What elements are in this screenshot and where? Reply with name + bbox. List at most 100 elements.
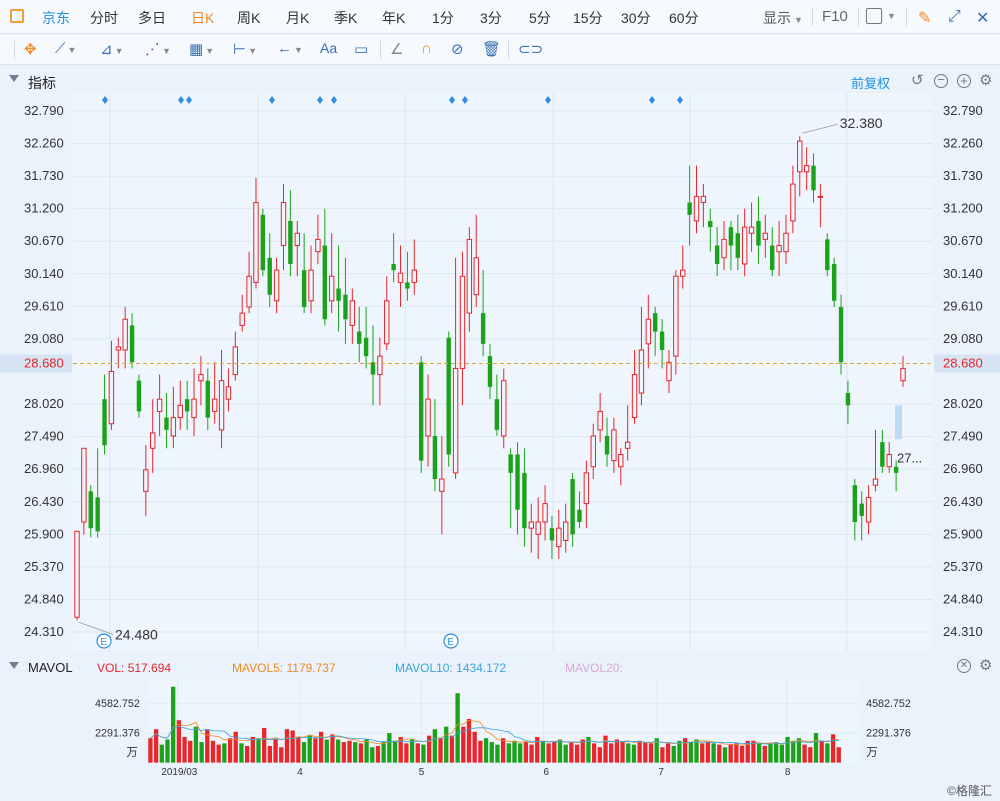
candle-body-down: [825, 239, 830, 271]
undo-icon[interactable]: ↺: [911, 72, 924, 89]
price-tick-label-left: 32.260: [24, 136, 64, 151]
candle-body-up: [198, 374, 204, 382]
event-diamond-icon: [186, 96, 192, 104]
event-diamond-icon: [178, 96, 184, 104]
candle-body-up: [170, 417, 177, 437]
candle-body-up: [349, 300, 356, 326]
volume-chart[interactable]: 4582.752 4582.752 2291.376 2291.376 万 万 2019/…: [0, 680, 1000, 780]
last-range-marker: [895, 405, 902, 440]
line-segment-icon[interactable]: ⟋ ▼: [55, 40, 77, 57]
candle-body-down: [391, 263, 396, 271]
candle-body-up: [865, 496, 872, 523]
measure-range-icon[interactable]: ⊢ ▼: [233, 41, 257, 58]
plot-area: [73, 93, 933, 651]
volume-bar: [774, 742, 779, 763]
tab-30min[interactable]: 30分: [621, 10, 651, 26]
tab-weekly-k[interactable]: 周K: [237, 10, 261, 26]
tab-stock-name[interactable]: 京东: [42, 10, 70, 26]
display-dropdown[interactable]: 显示 ▼: [763, 8, 803, 28]
volume-bar: [313, 738, 318, 763]
volume-bar: [586, 736, 591, 763]
tab-5min[interactable]: 5分: [529, 10, 551, 26]
comment-bubble-icon[interactable]: ▭: [354, 41, 369, 58]
channel-grid-icon[interactable]: ▦ ▼: [189, 41, 215, 58]
polyline-icon[interactable]: ⊿ ▼: [100, 41, 124, 58]
settings-gear-icon[interactable]: ⚙: [979, 657, 993, 674]
hide-drawings-icon[interactable]: ⊘: [451, 41, 464, 58]
tab-1min[interactable]: 1分: [432, 10, 454, 26]
volume-bar: [830, 734, 836, 763]
volume-bar: [734, 743, 739, 763]
price-tick-label-right: 29.610: [943, 298, 983, 313]
tab-monthly-k[interactable]: 月K: [286, 10, 310, 26]
volume-bar: [353, 742, 358, 763]
candle-body-up: [872, 478, 879, 486]
price-tick-label-right: 25.370: [943, 559, 983, 574]
tab-daily-k[interactable]: 日K: [191, 10, 215, 26]
volume-bar: [728, 744, 733, 763]
close-icon[interactable]: ✕: [976, 10, 990, 27]
collapse-triangle-icon[interactable]: [9, 75, 19, 82]
volume-bar: [347, 740, 352, 763]
volume-bar: [614, 739, 620, 763]
volume-bar: [233, 731, 238, 763]
candle-body-up: [748, 226, 755, 234]
chevron-down-icon[interactable]: ▼: [887, 11, 896, 21]
candle-body-down: [494, 399, 500, 430]
volume-bar: [404, 743, 409, 763]
price-tick-label-right: 31.200: [943, 201, 983, 216]
volume-bar: [324, 739, 329, 763]
candle-body-down: [735, 233, 740, 258]
volume-bar: [472, 731, 477, 763]
volume-bar: [273, 739, 278, 763]
volume-bar: [375, 745, 381, 763]
pencil-icon[interactable]: ✎: [918, 10, 932, 27]
candle-body-down: [653, 313, 658, 332]
eraser-line-icon[interactable]: ∠: [390, 41, 404, 58]
candle-body-down: [728, 227, 734, 246]
tab-60min[interactable]: 60分: [669, 10, 699, 26]
candle-body-up: [776, 245, 782, 253]
tab-3min[interactable]: 3分: [480, 10, 502, 26]
layout-square-icon[interactable]: [866, 8, 882, 24]
price-tick-label-left: 31.200: [24, 201, 64, 216]
tab-15min[interactable]: 15分: [573, 10, 603, 26]
link-chain-icon[interactable]: ⊂⊃: [518, 41, 544, 58]
vol-key: VOL:: [97, 661, 125, 675]
f10-button[interactable]: F10: [822, 8, 848, 25]
collapse-triangle-icon[interactable]: [9, 662, 19, 669]
magnet-icon[interactable]: ∩: [421, 40, 432, 57]
trash-icon[interactable]: 🗑: [482, 41, 502, 58]
candle-body-up: [308, 269, 314, 302]
settings-gear-icon[interactable]: ⚙: [979, 72, 993, 89]
volume-indicator-name: MAVOL: [28, 660, 73, 675]
text-annotation-icon[interactable]: Aa: [320, 40, 338, 56]
tab-quarterly-k[interactable]: 季K: [334, 10, 358, 26]
candle-body-down: [604, 436, 610, 455]
candle-body-down: [136, 380, 142, 412]
fullscreen-icon[interactable]: ⤢: [948, 8, 961, 25]
tab-intraday[interactable]: 分时: [90, 10, 118, 26]
zoom-out-icon[interactable]: −: [934, 73, 948, 88]
volume-bar: [284, 729, 290, 763]
price-tick-label-right: 24.840: [943, 591, 983, 606]
candle-body-up: [108, 371, 115, 425]
close-panel-icon[interactable]: ✕: [957, 659, 971, 673]
volume-bar: [648, 743, 654, 763]
candle-body-down: [480, 313, 486, 344]
tab-yearly-k[interactable]: 年K: [382, 10, 406, 26]
adjust-dropdown[interactable]: 前复权: [851, 76, 891, 91]
candle-body-up: [666, 361, 672, 382]
zoom-in-icon[interactable]: +: [957, 74, 971, 88]
volume-bar: [188, 740, 193, 763]
candlestick-chart[interactable]: 32.790 32.260 31.730 31.200 30.670 30.140 29.6…: [0, 93, 1000, 651]
move-cross-icon[interactable]: ✥: [24, 41, 37, 58]
candle-body-up: [501, 380, 507, 437]
wave-pattern-icon[interactable]: ⋰ ▼: [145, 41, 171, 58]
tab-multi-day[interactable]: 多日: [138, 10, 166, 26]
arrow-left-icon[interactable]: ← ▼: [277, 40, 303, 57]
volume-bar: [813, 733, 819, 763]
candle-body-up: [790, 183, 796, 222]
candle-body-up: [218, 380, 225, 431]
